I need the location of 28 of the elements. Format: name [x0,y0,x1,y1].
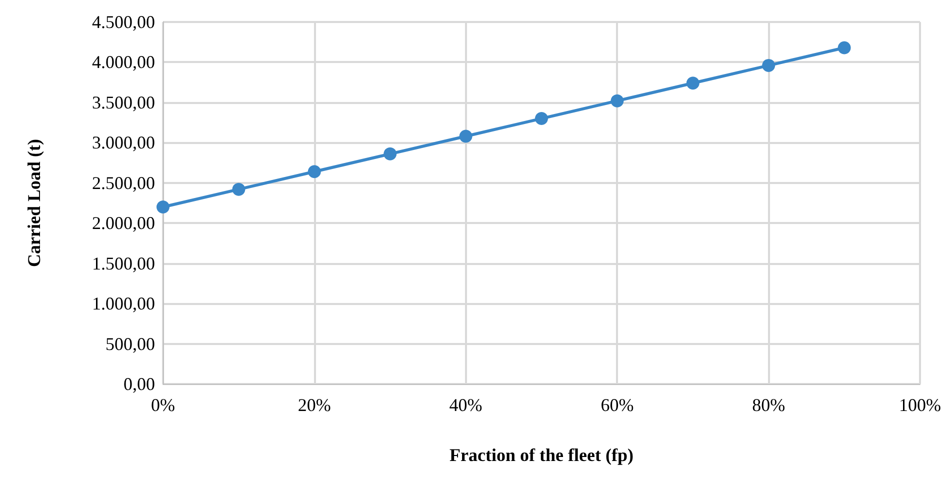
x-tick-label: 40% [449,395,482,415]
x-tick-label: 100% [899,395,941,415]
y-tick-label: 500,00 [106,334,155,354]
y-tick-label: 1.500,00 [92,253,155,274]
y-tick-label: 0,00 [124,374,155,394]
point [686,76,700,90]
y-tick-label: 4.500,00 [92,12,155,32]
point [838,41,851,54]
y-tick-label: 3.000,00 [92,132,155,153]
y-tick-label: 2.500,00 [92,172,155,193]
point [308,165,321,178]
point [535,112,548,126]
y-tick-label: 1.000,00 [92,294,155,314]
y-tick-label: 3.500,00 [92,92,155,112]
y-axis-title: Carried Load (t) [24,139,44,267]
point [762,58,776,72]
point [232,182,246,196]
y-tick-label: 4.000,00 [92,52,155,72]
x-tick-label: 20% [298,395,331,415]
x-tick-label: 60% [600,395,634,415]
point [156,200,170,214]
x-axis-title: Fraction of the fleet (fp) [450,445,634,465]
x-tick-label: 80% [752,395,786,415]
point [459,130,472,143]
x-tick-label: 0% [151,395,175,415]
y-tick-label: 2.000,00 [92,213,155,234]
point [384,147,397,160]
point [610,94,624,108]
